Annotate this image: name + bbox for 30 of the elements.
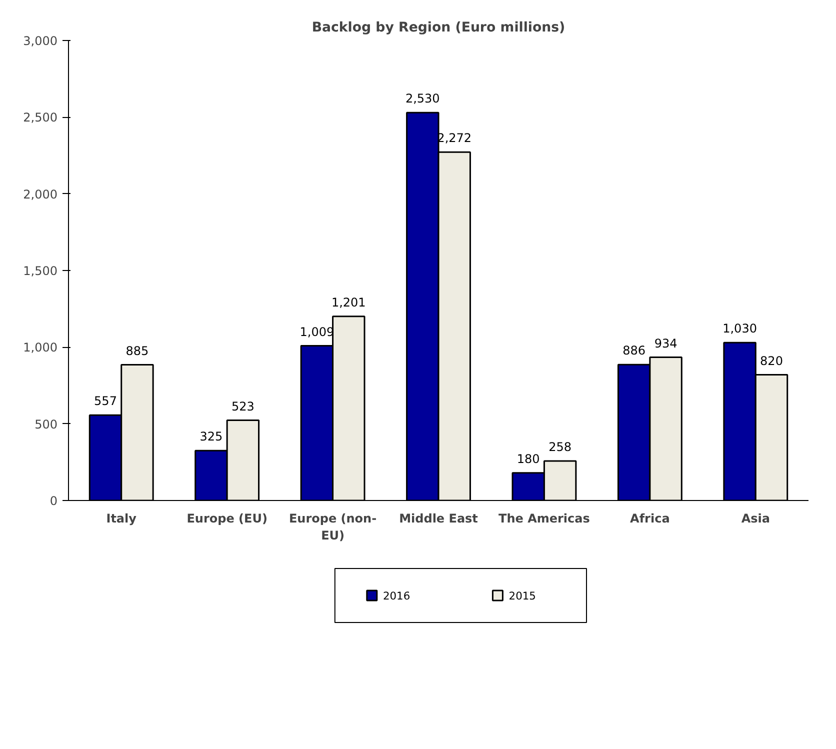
data-label: 2,530	[405, 92, 440, 106]
data-label: 2,272	[437, 131, 472, 146]
y-tick-label: 2,000	[23, 187, 58, 202]
data-label: 886	[622, 344, 646, 358]
data-label: 180	[516, 452, 540, 466]
y-tick-label: 500	[34, 417, 58, 432]
y-tick-label: 2,500	[23, 110, 58, 125]
legend-label: 2015	[508, 590, 536, 602]
y-tick-label: 0	[50, 494, 58, 508]
data-label: 934	[654, 336, 678, 350]
data-label: 820	[760, 354, 783, 368]
data-label: 1,201	[331, 295, 366, 310]
x-tick-label: The Americas	[498, 512, 590, 526]
y-tick-label: 1,000	[23, 340, 58, 355]
x-tick-label: Europe (EU)	[186, 512, 268, 526]
legend-label: 2016	[383, 590, 410, 602]
x-tick-label: Europe (non-EU)	[288, 512, 377, 542]
x-tick-label: Africa	[630, 512, 670, 526]
data-label: 523	[231, 399, 254, 414]
chart-title: Backlog by Region (Euro millions)	[312, 20, 566, 36]
y-tick-label: 1,500	[23, 264, 58, 278]
data-label: 557	[94, 394, 117, 408]
data-label: 1,030	[722, 322, 757, 336]
data-label: 885	[126, 344, 149, 358]
y-tick-label: 3,000	[23, 34, 58, 48]
data-label: 258	[548, 440, 572, 454]
data-label: 325	[200, 430, 223, 444]
x-tick-label: Italy	[106, 512, 137, 526]
x-tick-label: Asia	[741, 512, 770, 526]
x-tick-label: Middle East	[399, 512, 478, 526]
